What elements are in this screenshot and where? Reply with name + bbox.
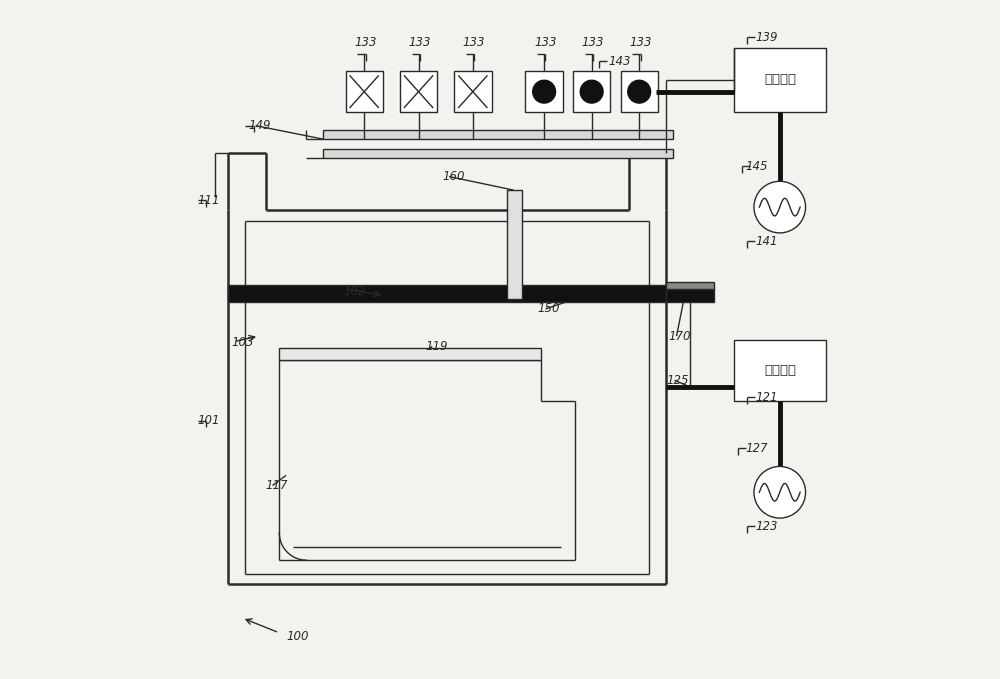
Bar: [734, 340, 826, 401]
Circle shape: [533, 80, 556, 103]
Text: 111: 111: [198, 194, 220, 207]
Bar: [279, 348, 541, 360]
Bar: [734, 48, 826, 112]
Text: 匹配电路: 匹配电路: [764, 73, 796, 86]
Bar: [666, 289, 714, 302]
Text: 100: 100: [286, 630, 309, 644]
Text: 139: 139: [755, 31, 778, 44]
Text: 150: 150: [537, 302, 560, 316]
Circle shape: [754, 466, 806, 518]
Text: 119: 119: [425, 340, 448, 353]
Text: 133: 133: [463, 35, 485, 49]
Circle shape: [580, 80, 603, 103]
Bar: [400, 71, 437, 112]
Circle shape: [754, 181, 806, 233]
Text: 133: 133: [534, 35, 556, 49]
Text: 125: 125: [666, 373, 689, 387]
Text: 143: 143: [609, 54, 631, 68]
Bar: [621, 71, 658, 112]
Text: 123: 123: [755, 519, 778, 533]
Text: 121: 121: [755, 390, 778, 404]
Bar: [507, 190, 522, 299]
Text: 117: 117: [266, 479, 288, 492]
Text: 145: 145: [746, 160, 768, 173]
Bar: [666, 282, 714, 289]
Text: 127: 127: [746, 441, 768, 455]
Circle shape: [628, 80, 651, 103]
Bar: [323, 130, 673, 139]
Text: 133: 133: [629, 35, 652, 49]
Bar: [228, 285, 666, 302]
Bar: [454, 71, 492, 112]
Bar: [346, 71, 383, 112]
Bar: [573, 71, 610, 112]
Text: 匹配电路: 匹配电路: [764, 363, 796, 377]
Text: 102: 102: [344, 285, 366, 299]
Bar: [525, 71, 563, 112]
Text: 160: 160: [442, 170, 465, 183]
Text: 101: 101: [198, 414, 220, 428]
Text: 133: 133: [408, 35, 431, 49]
Text: 103: 103: [232, 336, 254, 350]
Text: 133: 133: [581, 35, 604, 49]
Text: 133: 133: [354, 35, 377, 49]
Text: 149: 149: [249, 119, 271, 132]
Text: 170: 170: [668, 329, 691, 343]
Bar: [323, 149, 673, 158]
Text: 141: 141: [755, 234, 778, 248]
